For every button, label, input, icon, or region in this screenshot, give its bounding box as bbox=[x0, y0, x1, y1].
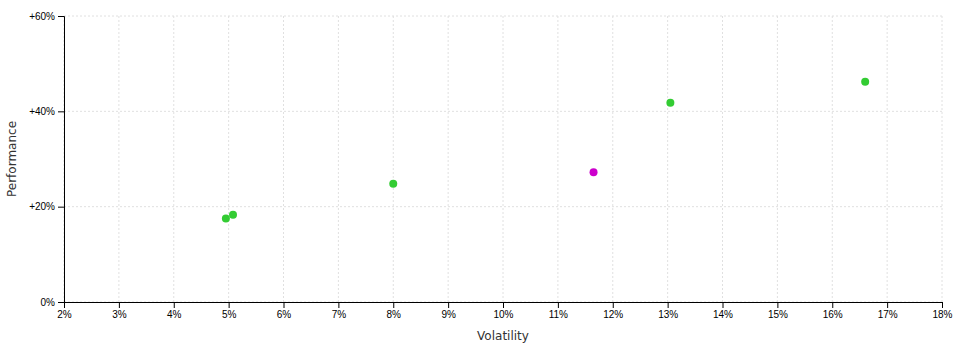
tick-label: 2% bbox=[57, 309, 72, 320]
x-axis: 2% 3% 4% 5% 6% 7% 8% 9% 10% 11% 12% 13% 14% 15% 16% 17%… bbox=[57, 302, 952, 320]
tick: 4% bbox=[167, 302, 182, 320]
tick-mark bbox=[393, 302, 394, 308]
tick-label: 11% bbox=[549, 309, 568, 320]
marks bbox=[222, 78, 869, 223]
tick-label: 10% bbox=[493, 309, 513, 320]
grid-line-x bbox=[503, 16, 504, 302]
grid-line-x bbox=[777, 16, 778, 302]
tick: +40% bbox=[29, 106, 64, 117]
x-axis-title: Volatility bbox=[477, 329, 529, 343]
tick-mark bbox=[723, 302, 724, 308]
tick-mark bbox=[777, 302, 778, 308]
grid-line-x bbox=[722, 16, 723, 302]
tick-mark bbox=[613, 302, 614, 308]
grid-line-x bbox=[338, 16, 339, 302]
grid-line-x bbox=[612, 16, 613, 302]
tick-mark bbox=[338, 302, 339, 308]
grid bbox=[64, 16, 942, 302]
y-axis-title: Performance bbox=[5, 121, 19, 197]
tick: 0% bbox=[41, 297, 64, 308]
tick-mark bbox=[58, 111, 64, 112]
series bbox=[590, 168, 598, 176]
tick-mark bbox=[558, 302, 559, 308]
y-axis: 0% +20% +40% +60% bbox=[29, 11, 64, 308]
grid-line-x bbox=[173, 16, 174, 302]
grid-line-x bbox=[393, 16, 394, 302]
tick-label: 6% bbox=[277, 309, 292, 320]
tick-mark bbox=[503, 302, 504, 308]
point bbox=[666, 99, 674, 107]
tick: 17% bbox=[878, 302, 898, 320]
point bbox=[222, 215, 230, 223]
tick: 14% bbox=[713, 302, 733, 320]
chart-svg: 2% 3% 4% 5% 6% 7% 8% 9% 10% 11% 12% 13% 14% 15% 16% 17%… bbox=[0, 0, 966, 350]
tick-label: 9% bbox=[441, 309, 456, 320]
tick-mark bbox=[284, 302, 285, 308]
grid-line-x bbox=[283, 16, 284, 302]
tick-label: 14% bbox=[713, 309, 733, 320]
grid-line-x bbox=[942, 16, 943, 302]
tick-mark bbox=[119, 302, 120, 308]
tick-label: 18% bbox=[932, 309, 952, 320]
grid-line-x bbox=[887, 16, 888, 302]
grid-line-x bbox=[667, 16, 668, 302]
tick: 6% bbox=[277, 302, 292, 320]
tick-mark bbox=[58, 207, 64, 208]
point bbox=[590, 168, 598, 176]
tick-mark bbox=[448, 302, 449, 308]
tick: 15% bbox=[768, 302, 788, 320]
tick-label: +60% bbox=[29, 11, 55, 22]
tick: 12% bbox=[603, 302, 623, 320]
axis-line bbox=[65, 303, 943, 309]
grid-line-x bbox=[832, 16, 833, 302]
tick-label: 17% bbox=[878, 309, 898, 320]
point bbox=[229, 211, 237, 219]
tick: 7% bbox=[332, 302, 347, 320]
tick-label: 13% bbox=[658, 309, 678, 320]
point bbox=[389, 180, 397, 188]
tick: 9% bbox=[441, 302, 456, 320]
grid-line-x bbox=[118, 16, 119, 302]
tick: 2% bbox=[57, 302, 72, 320]
tick-mark bbox=[832, 302, 833, 308]
tick-mark bbox=[942, 302, 943, 308]
tick: 11% bbox=[549, 302, 568, 320]
tick-mark bbox=[229, 302, 230, 308]
tick: 3% bbox=[112, 302, 127, 320]
tick-mark bbox=[668, 302, 669, 308]
grid-line-x bbox=[448, 16, 449, 302]
tick-label: 16% bbox=[823, 309, 843, 320]
grid-line-y bbox=[64, 16, 942, 17]
axis-line bbox=[58, 17, 65, 303]
tick-label: +20% bbox=[29, 201, 55, 212]
tick: +20% bbox=[29, 201, 64, 212]
grid-line-x bbox=[228, 16, 229, 302]
tick-label: 3% bbox=[112, 309, 127, 320]
tick-mark bbox=[58, 302, 64, 303]
point bbox=[861, 78, 869, 86]
plot-area: 2% 3% 4% 5% 6% 7% 8% 9% 10% 11% 12% 13% 14% 15% 16% 17%… bbox=[29, 11, 952, 320]
series bbox=[222, 78, 869, 223]
grid-line-y bbox=[64, 206, 942, 207]
tick-label: 12% bbox=[603, 309, 623, 320]
tick-label: 7% bbox=[332, 309, 347, 320]
tick-label: +40% bbox=[29, 106, 55, 117]
tick-label: 4% bbox=[167, 309, 182, 320]
grid-line-y bbox=[64, 111, 942, 112]
tick: 8% bbox=[387, 302, 402, 320]
tick: 5% bbox=[222, 302, 237, 320]
tick: +60% bbox=[29, 11, 64, 22]
tick-label: 5% bbox=[222, 309, 237, 320]
tick-label: 15% bbox=[768, 309, 788, 320]
tick: 18% bbox=[932, 302, 952, 320]
tick-mark bbox=[887, 302, 888, 308]
tick-mark bbox=[58, 16, 64, 17]
tick: 10% bbox=[493, 302, 513, 320]
tick: 16% bbox=[823, 302, 843, 320]
tick-mark bbox=[174, 302, 175, 308]
tick: 13% bbox=[658, 302, 678, 320]
tick-label: 8% bbox=[387, 309, 402, 320]
grid-line-x bbox=[557, 16, 558, 302]
tick-label: 0% bbox=[41, 297, 56, 308]
